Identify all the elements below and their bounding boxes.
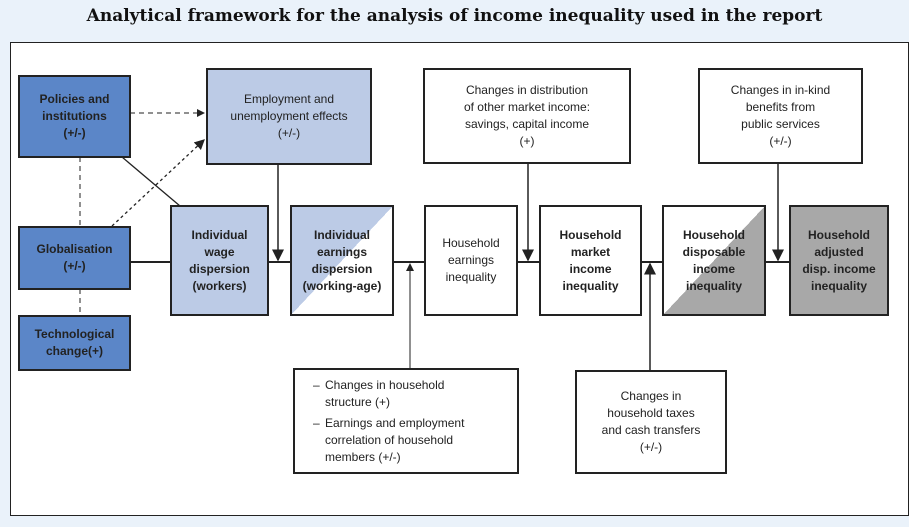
label: unemployment effects: [230, 109, 348, 123]
earnings-dispersion-box: Individual earnings dispersion (working-age…: [290, 205, 394, 316]
label: Individual: [191, 227, 248, 242]
label: inequality: [685, 278, 742, 293]
label: institutions: [42, 109, 107, 123]
globalisation-box: Globalisation (+/-): [18, 226, 131, 290]
label: Household: [683, 227, 745, 242]
label: (+): [519, 134, 535, 148]
label: household taxes: [607, 406, 695, 420]
diagram-title: Analytical framework for the analysis of…: [86, 6, 823, 26]
list-item: Changes in household structure (+): [313, 377, 467, 411]
label: change(+): [45, 344, 103, 358]
label: wage: [204, 244, 235, 259]
list-item: Earnings and employment correlation of h…: [313, 415, 467, 466]
household-earnings-box: Household earnings inequality: [424, 205, 518, 316]
label: Household: [808, 227, 870, 242]
label: adjusted: [814, 244, 864, 259]
label: Policies and: [39, 92, 110, 106]
technological-change-box: Technological change(+): [18, 315, 131, 371]
other-market-income-box: Changes in distribution of other market i…: [423, 68, 631, 164]
label: savings, capital income: [464, 117, 590, 131]
market-income-box: Household market income inequality: [539, 205, 642, 316]
label: Individual: [313, 227, 370, 242]
label: dispersion: [189, 261, 250, 276]
label: disposable: [682, 244, 746, 259]
label: and cash transfers: [601, 423, 701, 437]
label: Changes in: [620, 389, 682, 403]
label: (+/-): [639, 440, 663, 454]
label: Changes in distribution: [465, 83, 589, 97]
label: earnings: [447, 253, 495, 267]
wage-dispersion-box: Individual wage dispersion (workers): [170, 205, 269, 316]
adjusted-income-box: Household adjusted disp. income inequality: [789, 205, 889, 316]
label: inequality: [445, 270, 497, 284]
label: market: [570, 244, 611, 259]
label: (workers): [192, 278, 247, 293]
policies-wage-line: [121, 156, 181, 207]
employment-effects-box: Employment and unemployment effects (+/-): [206, 68, 372, 165]
label: Changes in in-kind: [730, 83, 831, 97]
label: disp. income: [802, 261, 876, 276]
household-structure-box: Changes in household structure (+) Earni…: [293, 368, 519, 474]
label: Employment and: [243, 92, 335, 106]
label: (+/-): [63, 259, 86, 273]
label: (+/-): [63, 126, 86, 140]
label: benefits from: [745, 100, 816, 114]
label: inequality: [810, 278, 867, 293]
in-kind-benefits-box: Changes in in-kind benefits from public se…: [698, 68, 863, 164]
label: (+/-): [277, 126, 301, 140]
globalisation-employment-arrow: [111, 139, 205, 227]
policies-institutions-box: Policies and institutions (+/-): [18, 75, 131, 158]
label: (working-age): [302, 278, 382, 293]
label: earnings: [316, 244, 367, 259]
label: Technological: [34, 327, 115, 341]
label: income: [692, 261, 735, 276]
label: (+/-): [769, 134, 792, 148]
label: Household: [559, 227, 622, 242]
label: inequality: [562, 278, 619, 293]
label: Globalisation: [36, 242, 113, 256]
label: of other market income:: [463, 100, 591, 114]
label: public services: [741, 117, 820, 131]
taxes-transfers-box: Changes in household taxes and cash transf…: [575, 370, 727, 474]
label: dispersion: [311, 261, 373, 276]
label: Household: [442, 236, 500, 250]
label: income: [569, 261, 612, 276]
disposable-income-box: Household disposable income inequality: [662, 205, 766, 316]
